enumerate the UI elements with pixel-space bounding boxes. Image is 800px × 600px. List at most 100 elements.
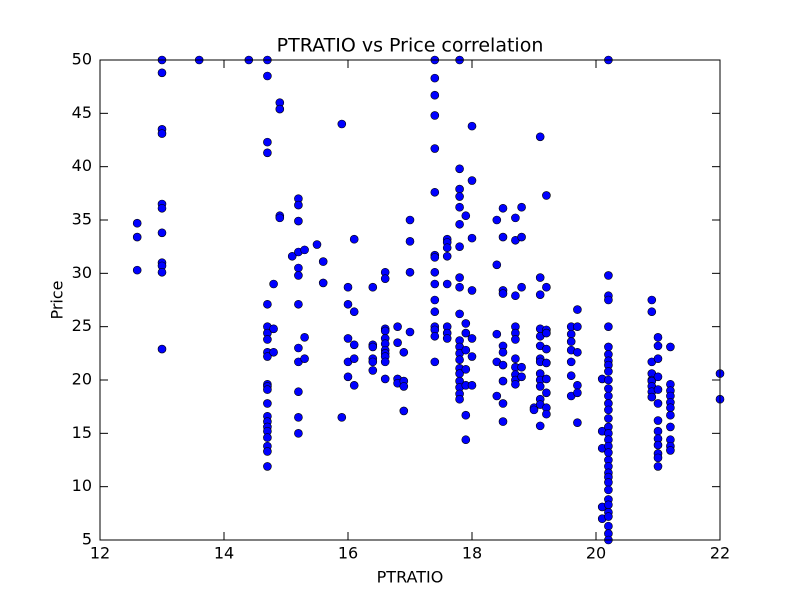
point	[653, 426, 663, 436]
point	[269, 347, 278, 357]
point	[349, 354, 359, 363]
point	[368, 342, 378, 352]
point	[455, 184, 464, 194]
point	[666, 342, 675, 352]
plot-frame	[99, 59, 721, 541]
y-tick-label: 10	[72, 476, 92, 495]
point	[535, 273, 545, 282]
point	[455, 192, 464, 201]
point	[467, 121, 477, 131]
point	[647, 307, 657, 317]
point	[349, 234, 359, 244]
point	[604, 512, 613, 521]
point	[511, 379, 520, 389]
point	[430, 90, 440, 100]
point	[430, 295, 440, 305]
point	[604, 485, 613, 495]
y-tick-label: 30	[72, 263, 92, 282]
point	[132, 218, 142, 228]
point	[455, 202, 464, 212]
point	[287, 251, 297, 261]
point	[430, 73, 440, 83]
point	[498, 289, 508, 298]
point	[467, 286, 477, 295]
point	[604, 271, 613, 280]
point	[294, 387, 303, 397]
point	[535, 290, 545, 299]
point	[517, 372, 526, 382]
point	[535, 132, 545, 142]
point	[542, 388, 551, 398]
point	[604, 322, 613, 331]
point	[399, 406, 409, 416]
point	[653, 354, 663, 363]
point	[275, 213, 285, 223]
point	[604, 391, 613, 401]
x-tick-label: 14	[214, 544, 234, 563]
x-tick-label: 22	[710, 544, 730, 563]
point	[455, 164, 464, 174]
point	[300, 354, 309, 363]
point	[269, 279, 278, 289]
point	[461, 410, 471, 420]
y-tick-label: 15	[72, 423, 92, 442]
point	[653, 372, 663, 382]
point	[430, 253, 440, 262]
x-tick-label: 20	[586, 544, 606, 563]
x-tick-label: 18	[462, 544, 482, 563]
point	[294, 413, 303, 422]
point	[294, 216, 303, 226]
point	[461, 435, 471, 445]
point	[653, 385, 663, 394]
point	[542, 358, 551, 368]
point	[312, 240, 322, 249]
point	[263, 71, 272, 81]
point	[405, 267, 415, 277]
point	[442, 334, 452, 343]
point	[492, 215, 502, 225]
point	[455, 309, 464, 319]
y-tick-label: 35	[72, 210, 92, 229]
point	[430, 144, 440, 153]
point	[604, 448, 613, 457]
point	[573, 418, 582, 427]
point	[498, 417, 508, 426]
point	[647, 392, 657, 402]
point	[349, 340, 359, 350]
point	[653, 462, 663, 471]
point	[300, 333, 309, 342]
point	[492, 260, 502, 270]
y-tick-label: 25	[72, 316, 92, 335]
point	[461, 319, 471, 328]
point	[517, 282, 526, 292]
point	[430, 187, 440, 197]
point	[263, 137, 272, 147]
point	[542, 328, 551, 338]
point	[666, 422, 675, 432]
point	[405, 237, 415, 246]
point	[666, 446, 675, 455]
point	[535, 421, 545, 431]
point	[566, 329, 576, 339]
chart-title: PTRATIO vs Price correlation	[277, 35, 544, 57]
point	[467, 381, 477, 390]
point	[498, 347, 508, 357]
point	[430, 331, 440, 341]
point	[604, 384, 613, 393]
point	[461, 328, 471, 338]
point	[542, 282, 551, 292]
point	[653, 341, 663, 351]
point	[343, 282, 353, 292]
point	[349, 381, 359, 390]
point	[573, 381, 582, 390]
point	[442, 243, 452, 253]
point	[337, 413, 347, 422]
point	[461, 345, 471, 355]
point	[430, 279, 440, 289]
point	[666, 410, 675, 420]
point	[300, 245, 309, 255]
point	[405, 215, 415, 225]
point	[263, 335, 272, 344]
point	[498, 360, 508, 370]
